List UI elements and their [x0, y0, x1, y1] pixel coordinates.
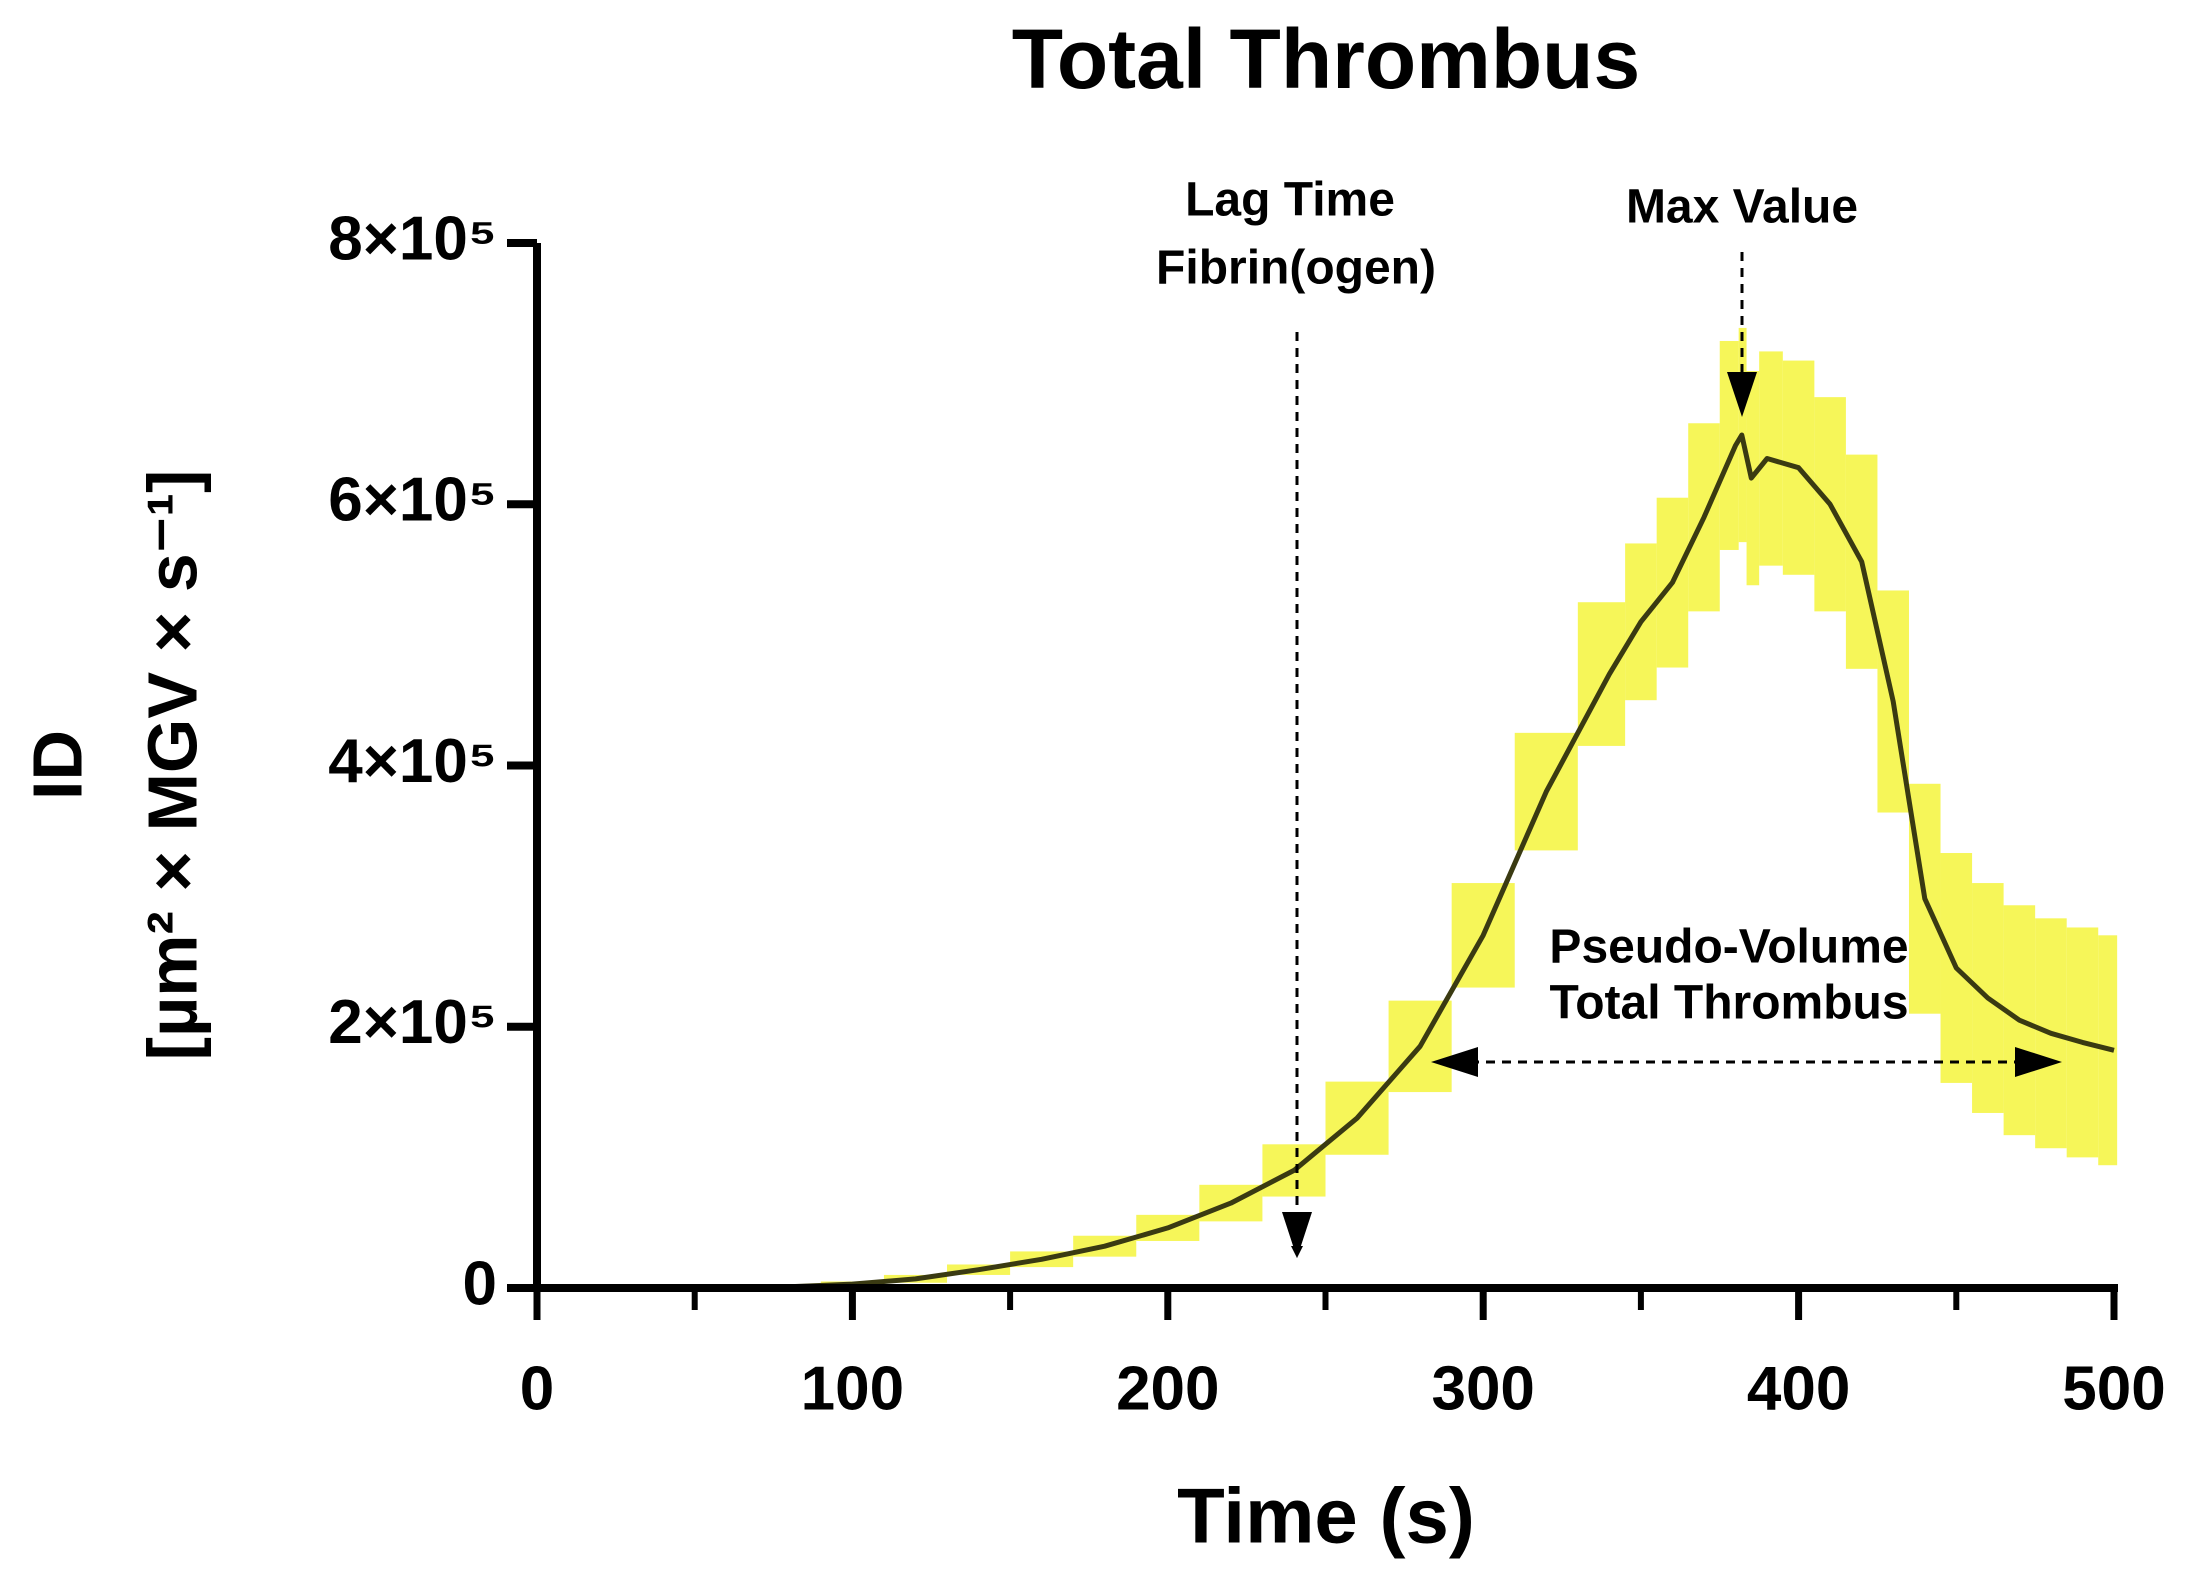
annotation: Lag Time [1185, 174, 1395, 227]
y-tick-label: 8×10⁵ [328, 204, 497, 273]
y-tick-label: 0 [463, 1249, 497, 1318]
x-tick-label: 300 [1431, 1354, 1534, 1423]
annotation: Pseudo-Volume [1549, 921, 1908, 974]
y-tick-label: 2×10⁵ [328, 988, 497, 1057]
x-axis-title: Time (s) [1177, 1472, 1475, 1560]
arrow-head [1727, 372, 1757, 417]
x-tick-label: 500 [2062, 1354, 2165, 1423]
annotation: Fibrin(ogen) [1156, 242, 1436, 295]
arrow-head [2015, 1047, 2062, 1077]
annotation: Max Value [1626, 181, 1858, 234]
plot-area: 0 2×10⁵ 4×10⁵ 6×10⁵ 8×10⁵ 0 100 200 300 400 500 [328, 204, 2166, 1423]
x-tick-label: 200 [1116, 1354, 1219, 1423]
x-tick-label: 0 [520, 1354, 554, 1423]
x-tick-label: 400 [1747, 1354, 1850, 1423]
annotation: Total Thrombus [1549, 977, 1908, 1030]
mean-line [710, 432, 2115, 1291]
chart-title: Total Thrombus [1012, 12, 1640, 106]
y-tick-label: 6×10⁵ [328, 466, 497, 535]
arrow-head [1431, 1047, 1478, 1077]
arrow-head [1282, 1212, 1312, 1258]
y-axis-title: ID [18, 730, 96, 800]
x-tick-label: 100 [801, 1354, 904, 1423]
y-tick-label: 4×10⁵ [328, 727, 497, 796]
y-axis-title: [µm² × MGV × s⁻¹] [133, 470, 211, 1061]
error-band [1719, 340, 1739, 550]
